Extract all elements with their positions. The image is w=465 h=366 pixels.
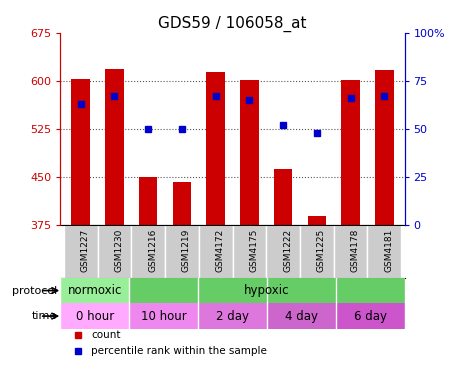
Bar — [300, 225, 334, 278]
Bar — [72, 79, 90, 225]
Text: protocol: protocol — [12, 285, 57, 296]
Bar — [139, 177, 158, 225]
Bar — [198, 303, 267, 329]
Bar — [274, 169, 292, 225]
Title: GDS59 / 106058_at: GDS59 / 106058_at — [158, 15, 307, 31]
Bar — [240, 79, 259, 225]
Text: 0 hour: 0 hour — [76, 310, 114, 322]
Text: hypoxic: hypoxic — [244, 284, 290, 297]
Text: GSM1225: GSM1225 — [317, 229, 326, 272]
Bar — [60, 278, 129, 303]
Bar — [173, 182, 191, 225]
Bar — [165, 225, 199, 278]
Text: percentile rank within the sample: percentile rank within the sample — [92, 346, 267, 356]
Bar — [199, 225, 232, 278]
Text: GSM4172: GSM4172 — [216, 229, 225, 272]
Text: normoxic: normoxic — [68, 284, 122, 297]
Text: GSM4175: GSM4175 — [249, 229, 259, 272]
Text: GSM1219: GSM1219 — [182, 229, 191, 272]
Text: 10 hour: 10 hour — [141, 310, 186, 322]
Bar — [129, 303, 198, 329]
Text: GSM1216: GSM1216 — [148, 229, 157, 272]
Text: 6 day: 6 day — [354, 310, 386, 322]
Bar — [266, 225, 300, 278]
Text: 4 day: 4 day — [285, 310, 318, 322]
Bar — [206, 72, 225, 225]
Bar — [232, 225, 266, 278]
Bar — [367, 225, 401, 278]
Text: GSM4181: GSM4181 — [384, 229, 393, 272]
Bar — [64, 225, 98, 278]
Bar — [267, 303, 336, 329]
Bar — [60, 303, 129, 329]
Bar — [375, 70, 393, 225]
Text: 2 day: 2 day — [216, 310, 249, 322]
Bar — [98, 225, 131, 278]
Text: GSM4178: GSM4178 — [351, 229, 359, 272]
Text: GSM1222: GSM1222 — [283, 229, 292, 272]
Bar — [341, 80, 360, 225]
Text: count: count — [92, 330, 121, 340]
Bar — [334, 225, 367, 278]
Text: time: time — [32, 311, 57, 321]
Bar — [307, 216, 326, 225]
Bar — [129, 278, 405, 303]
Bar — [105, 69, 124, 225]
Bar — [336, 303, 405, 329]
Bar — [131, 225, 165, 278]
Text: GSM1227: GSM1227 — [81, 229, 90, 272]
Text: GSM1230: GSM1230 — [114, 229, 123, 272]
